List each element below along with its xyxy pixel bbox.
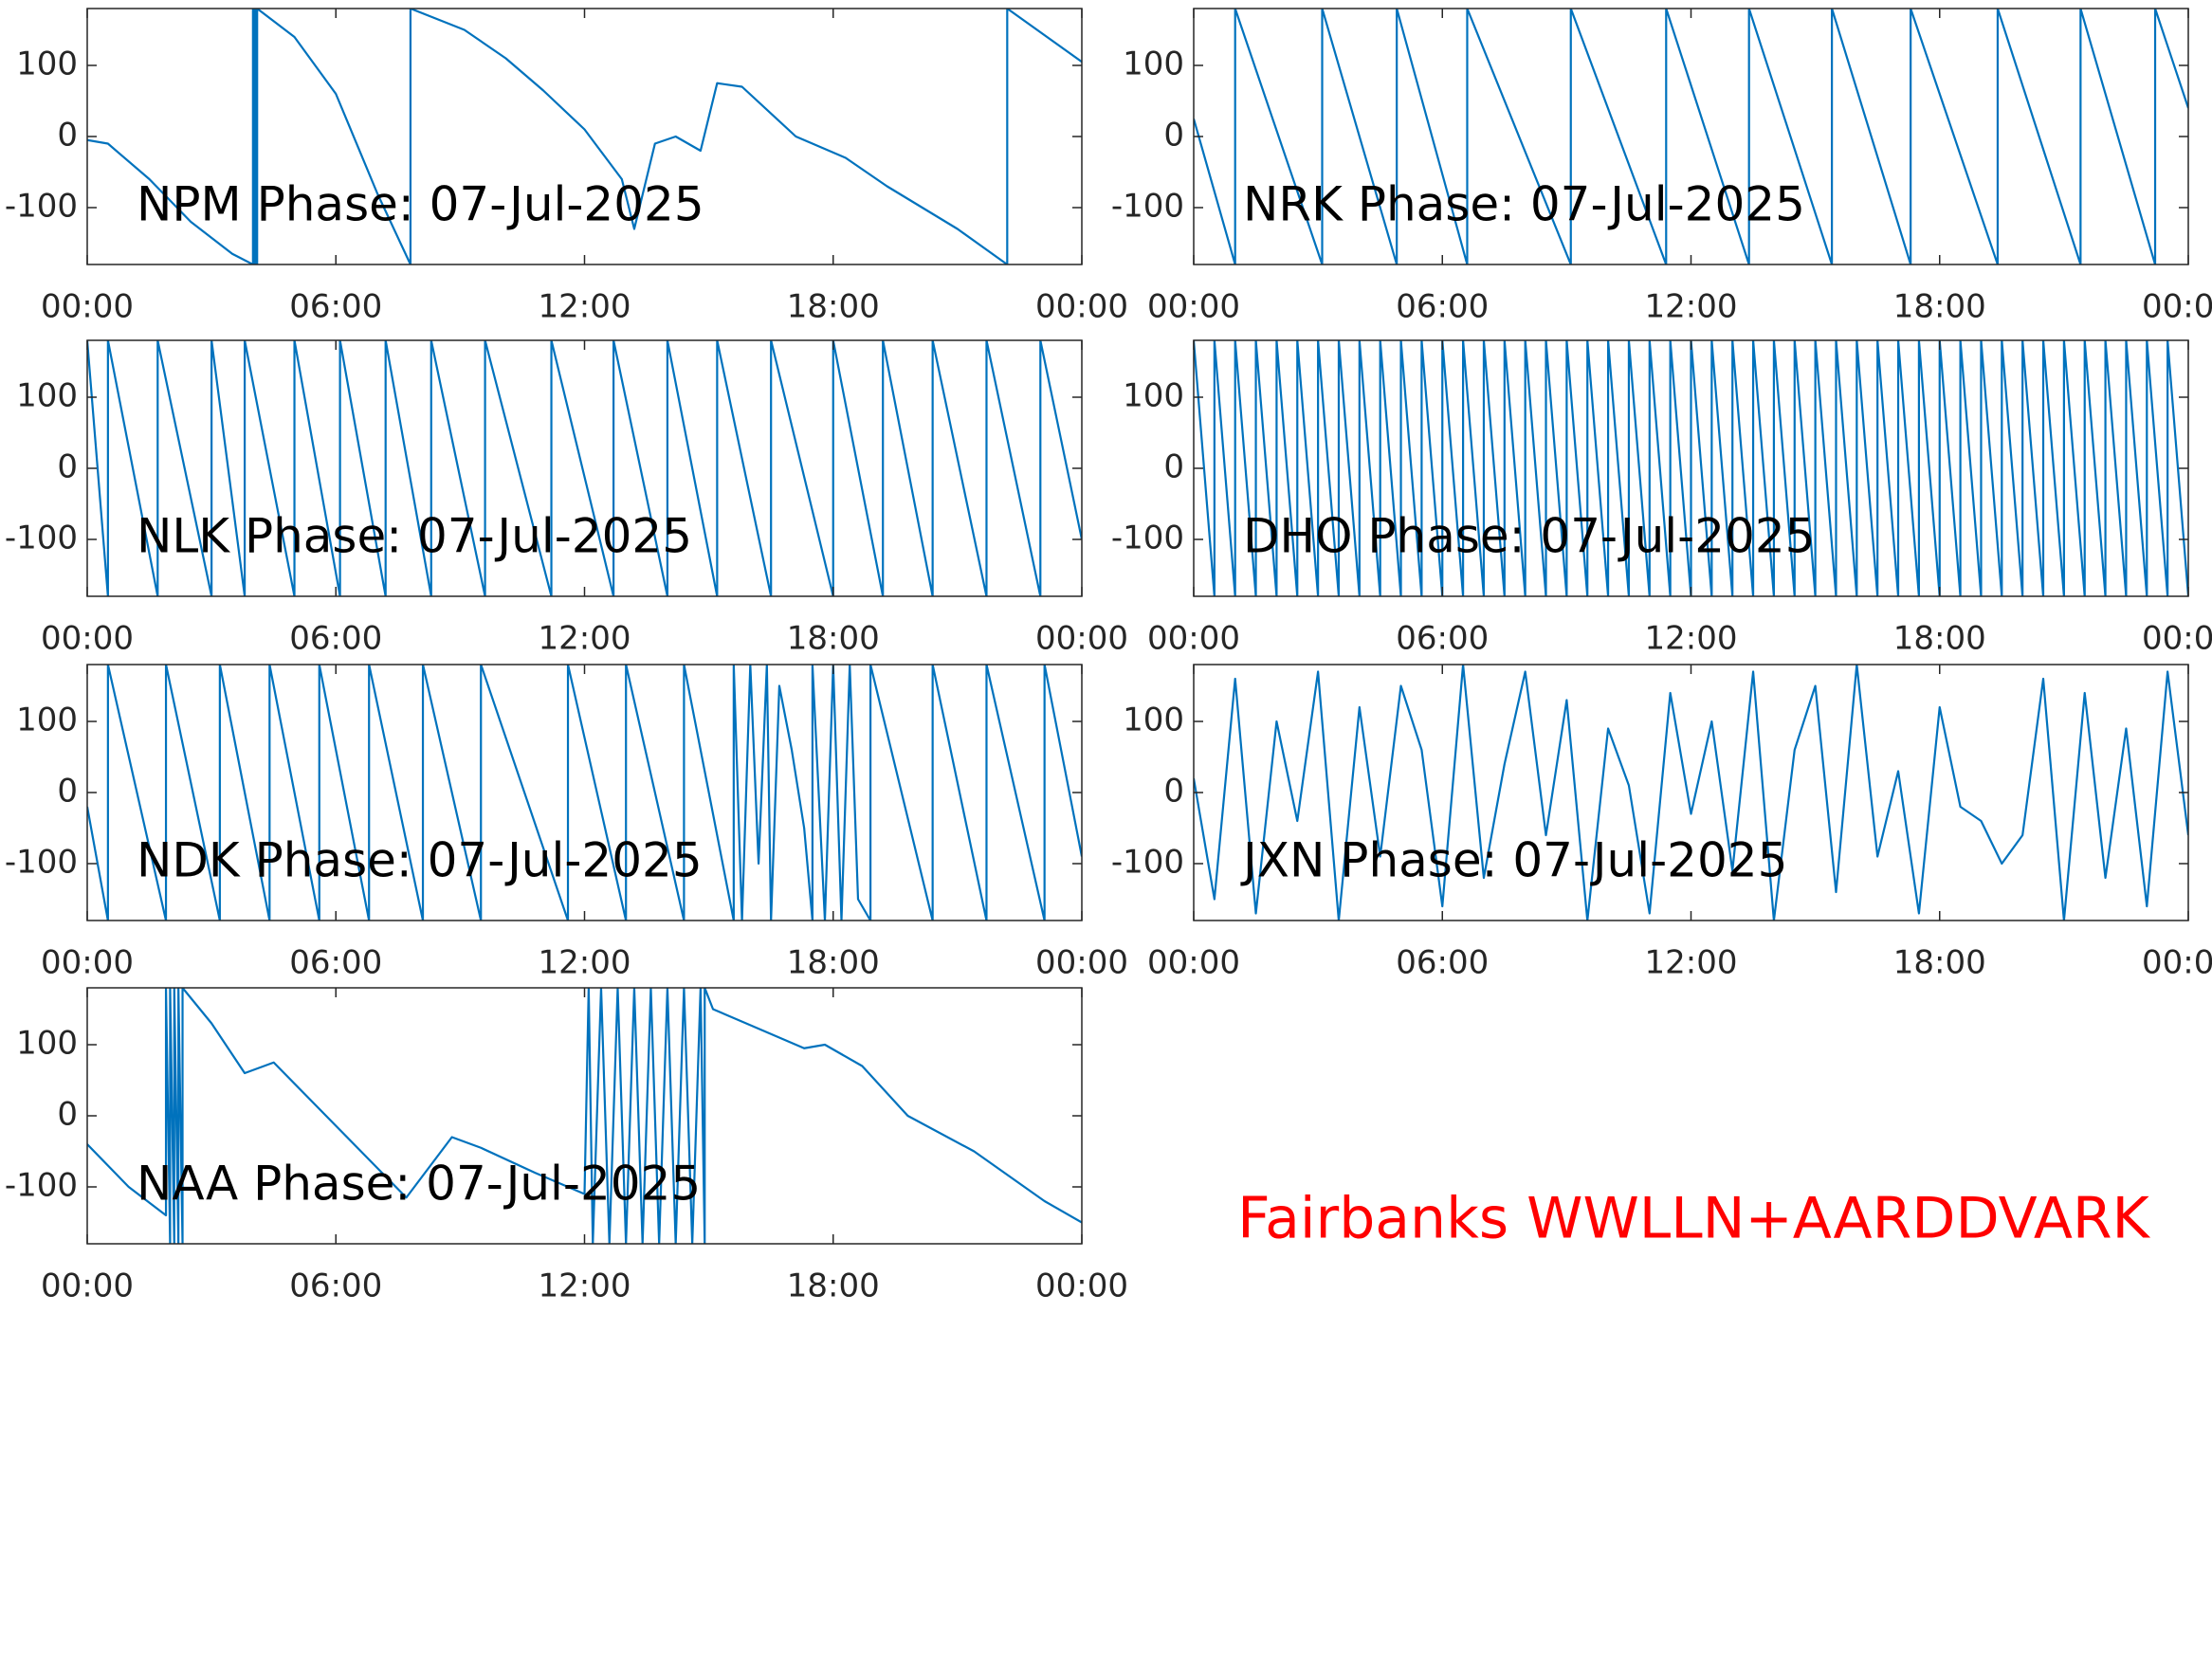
panel-title: JXN Phase: 07-Jul-2025 [1240, 833, 1787, 888]
x-tick-label: 00:00 [2142, 620, 2212, 658]
y-tick-label: -100 [5, 1167, 78, 1205]
x-tick-label: 06:00 [1396, 288, 1489, 326]
phase-line [1194, 665, 2188, 921]
x-tick-label: 06:00 [1396, 944, 1489, 982]
y-tick-label: -100 [1111, 520, 1184, 557]
y-tick-label: 100 [16, 1025, 78, 1063]
y-tick-label: 0 [57, 117, 78, 155]
x-tick-label: 12:00 [539, 1267, 631, 1305]
y-tick-label: 0 [1163, 773, 1184, 811]
x-tick-label: 00:00 [41, 288, 134, 326]
y-tick-label: 100 [1123, 377, 1184, 415]
y-tick-label: 100 [16, 377, 78, 415]
phase-line [87, 9, 1082, 264]
y-tick-label: 100 [16, 46, 78, 83]
phase-line [87, 988, 1082, 1244]
y-tick-label: 0 [57, 773, 78, 811]
panel-title: NLK Phase: 07-Jul-2025 [137, 509, 692, 564]
panel-title: DHO Phase: 07-Jul-2025 [1243, 509, 1815, 564]
x-tick-label: 06:00 [289, 288, 382, 326]
x-tick-label: 00:00 [1035, 944, 1128, 982]
x-tick-label: 00:00 [2142, 944, 2212, 982]
x-tick-label: 06:00 [289, 620, 382, 658]
x-tick-label: 18:00 [1893, 620, 1986, 658]
x-tick-label: 18:00 [787, 288, 880, 326]
x-tick-label: 00:00 [41, 944, 134, 982]
y-tick-label: 0 [1163, 448, 1184, 486]
phase-line [1194, 9, 2188, 264]
y-tick-label: 100 [16, 702, 78, 739]
y-tick-label: -100 [5, 188, 78, 226]
x-tick-label: 00:00 [1147, 288, 1240, 326]
y-tick-label: -100 [1111, 844, 1184, 882]
y-tick-label: -100 [5, 844, 78, 882]
x-tick-label: 12:00 [1645, 944, 1738, 982]
y-tick-label: -100 [1111, 188, 1184, 226]
x-tick-label: 00:00 [1035, 1267, 1128, 1305]
x-tick-label: 00:00 [1147, 620, 1240, 658]
panel-title: NAA Phase: 07-Jul-2025 [137, 1157, 701, 1212]
x-tick-label: 12:00 [1645, 620, 1738, 658]
x-tick-label: 18:00 [1893, 288, 1986, 326]
x-tick-label: 18:00 [787, 620, 880, 658]
x-tick-label: 12:00 [539, 288, 631, 326]
x-tick-label: 06:00 [1396, 620, 1489, 658]
annotation: Fairbanks WWLLN+AARDDVARK [1237, 1186, 2150, 1252]
x-tick-label: 00:00 [1035, 288, 1128, 326]
x-tick-label: 06:00 [289, 944, 382, 982]
panel-title: NDK Phase: 07-Jul-2025 [137, 833, 703, 888]
x-tick-label: 00:00 [1035, 620, 1128, 658]
y-tick-label: 0 [57, 448, 78, 486]
phase-line [87, 340, 1082, 596]
x-tick-label: 18:00 [787, 944, 880, 982]
x-tick-label: 00:00 [41, 1267, 134, 1305]
y-tick-label: -100 [5, 520, 78, 557]
x-tick-label: 12:00 [539, 620, 631, 658]
panel-title: NRK Phase: 07-Jul-2025 [1243, 177, 1805, 232]
x-tick-label: 18:00 [787, 1267, 880, 1305]
x-tick-label: 00:00 [1147, 944, 1240, 982]
x-tick-label: 12:00 [1645, 288, 1738, 326]
y-tick-label: 100 [1123, 702, 1184, 739]
x-tick-label: 00:00 [2142, 288, 2212, 326]
phase-line [1194, 340, 2188, 596]
y-tick-label: 0 [57, 1096, 78, 1134]
x-tick-label: 06:00 [289, 1267, 382, 1305]
panel-title: NPM Phase: 07-Jul-2025 [137, 177, 704, 232]
x-tick-label: 12:00 [539, 944, 631, 982]
x-tick-label: 00:00 [41, 620, 134, 658]
y-tick-label: 100 [1123, 46, 1184, 83]
y-tick-label: 0 [1163, 117, 1184, 155]
x-tick-label: 18:00 [1893, 944, 1986, 982]
